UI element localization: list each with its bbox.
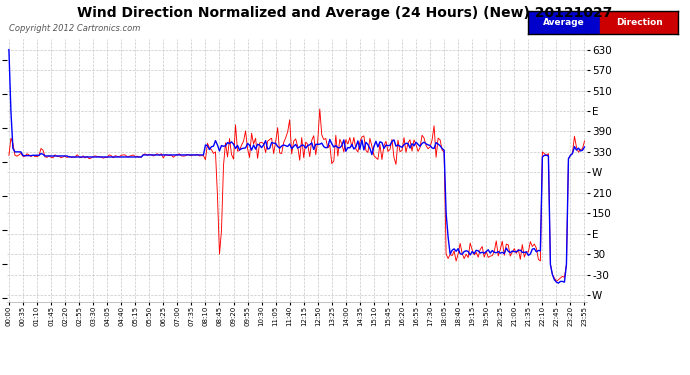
Bar — [528, 10, 600, 34]
Text: Copyright 2012 Cartronics.com: Copyright 2012 Cartronics.com — [9, 24, 140, 33]
Bar — [600, 10, 678, 34]
Text: Wind Direction Normalized and Average (24 Hours) (New) 20121027: Wind Direction Normalized and Average (2… — [77, 6, 613, 20]
Text: Average: Average — [543, 18, 585, 27]
Text: Direction: Direction — [615, 18, 662, 27]
